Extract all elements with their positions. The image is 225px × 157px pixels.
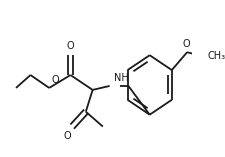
Text: O: O <box>67 41 74 51</box>
Text: O: O <box>182 39 190 49</box>
Text: O: O <box>64 130 71 141</box>
Text: NH: NH <box>114 73 129 83</box>
Text: O: O <box>52 75 59 85</box>
Text: CH₃: CH₃ <box>207 51 225 61</box>
